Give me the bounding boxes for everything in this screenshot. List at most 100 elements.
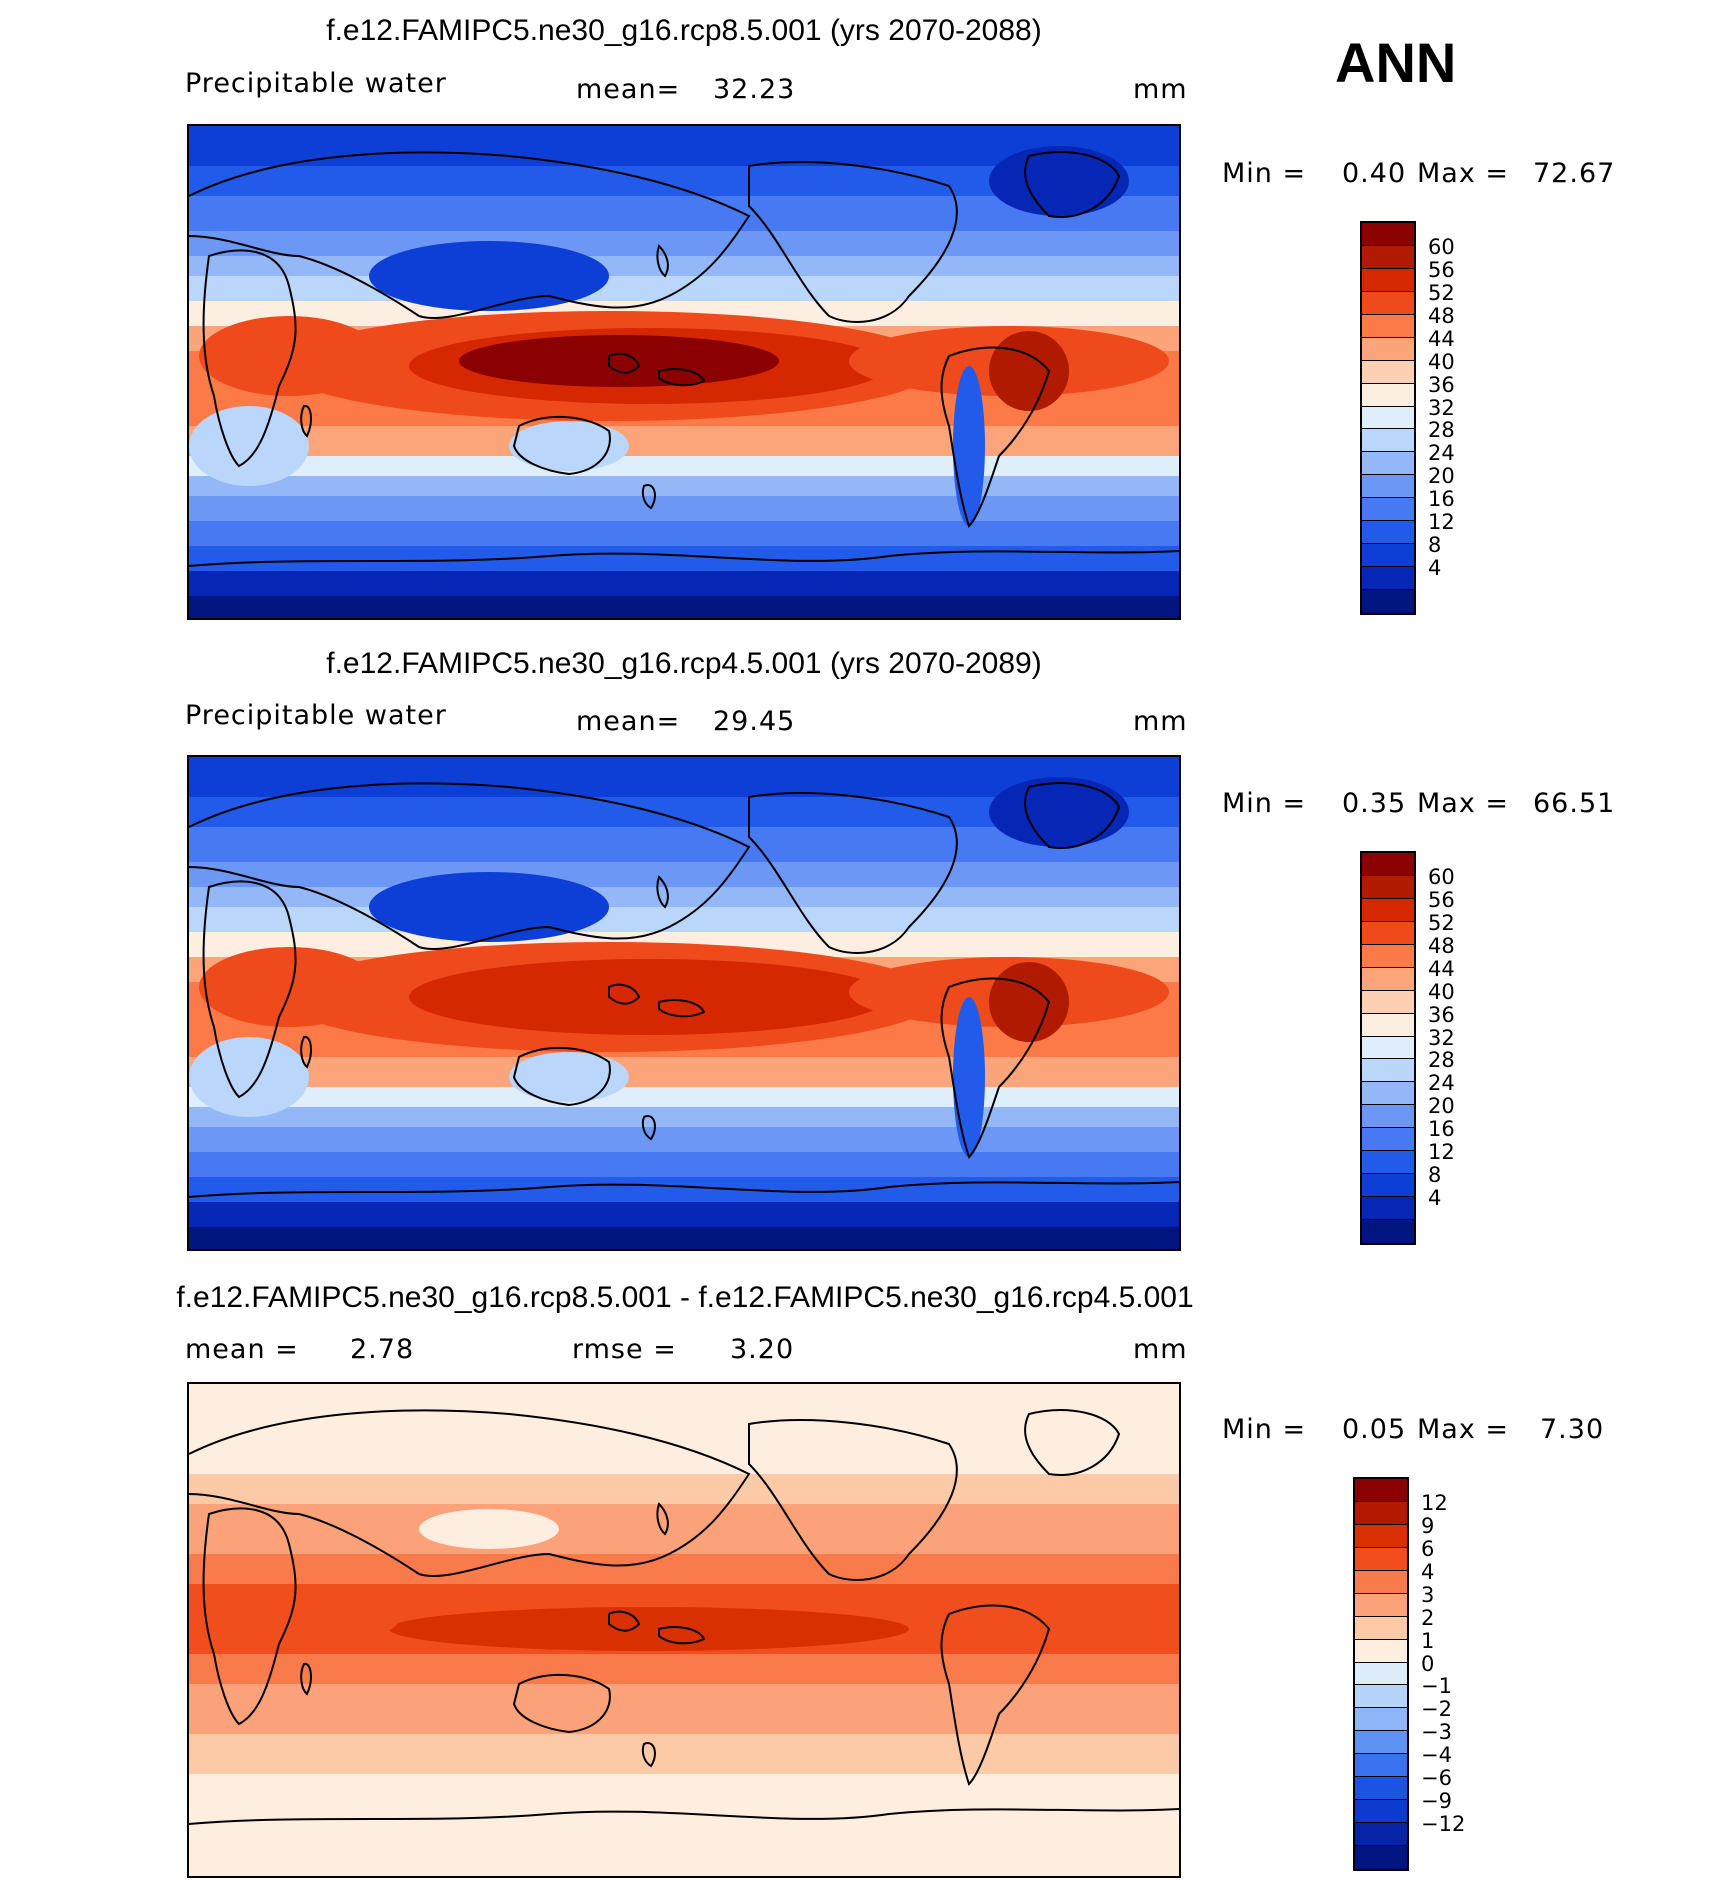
map-band [189, 1127, 1179, 1152]
coastline [300, 1662, 312, 1696]
map-band [189, 1177, 1179, 1202]
panel-2-max-label: Max = [1417, 788, 1510, 819]
coastline [940, 1604, 1051, 1786]
map-asia-light [419, 1509, 559, 1549]
colorbar-tick-label: 56 [1428, 887, 1455, 912]
colorbar-tick-label: 32 [1428, 1025, 1455, 1050]
map-band [189, 496, 1179, 521]
map-band [189, 1734, 1179, 1774]
colorbar-tick-label: 8 [1428, 533, 1442, 558]
coastline [940, 346, 1051, 528]
colorbar-swatch [1362, 544, 1414, 568]
colorbar-swatch [1355, 1593, 1407, 1617]
map-band [189, 571, 1179, 596]
coastline [512, 1046, 611, 1107]
panel-3-max-value: 7.30 [1540, 1414, 1605, 1445]
panel-2-units: mm [1133, 706, 1188, 737]
colorbar-swatch [1355, 1547, 1407, 1571]
colorbar-swatch [1355, 1685, 1407, 1709]
colorbar-tick-label: 12 [1421, 1490, 1448, 1515]
colorbar-tick-label: 56 [1428, 257, 1455, 282]
coastline [189, 782, 751, 950]
colorbar-swatch [1362, 268, 1414, 292]
colorbar-swatch [1355, 1823, 1407, 1846]
colorbar-tick-label: 16 [1428, 1117, 1455, 1142]
map-andes-dry [953, 366, 985, 526]
panel-2-max-value: 66.51 [1533, 788, 1616, 819]
colorbar-tick-label: 8 [1428, 1163, 1442, 1188]
panel-2-stat-value: 29.45 [713, 706, 796, 737]
coastline [641, 484, 656, 510]
colorbar-swatch [1362, 1197, 1414, 1220]
colorbar-swatch [1362, 498, 1414, 522]
coastline [656, 1502, 669, 1536]
colorbar-tick-label: −2 [1421, 1697, 1452, 1722]
panel-2-stat-label: mean= [576, 706, 681, 737]
map-band [189, 1202, 1179, 1227]
panel-1-units: mm [1133, 74, 1188, 105]
panel-3-stat-label: rmse = [572, 1334, 677, 1365]
colorbar-swatch [1362, 967, 1414, 991]
colorbar-swatch [1355, 1846, 1407, 1869]
map-band [189, 1654, 1179, 1684]
colorbar-swatch [1362, 1059, 1414, 1083]
colorbar-tick-label: 52 [1428, 910, 1455, 935]
coastline [202, 880, 297, 1099]
colorbar-tick-label: −3 [1421, 1720, 1452, 1745]
coastline [608, 1610, 641, 1632]
map-band [189, 521, 1179, 546]
coastline [202, 1507, 297, 1726]
map-band [189, 1227, 1179, 1249]
colorbar-swatch [1362, 291, 1414, 315]
colorbar-tick-label: −4 [1421, 1743, 1452, 1768]
colorbar-tick-label: 12 [1428, 1140, 1455, 1165]
coastline [658, 368, 706, 387]
map-warm-pool-core [459, 335, 779, 387]
map-band [189, 256, 1179, 276]
map-band [189, 1057, 1179, 1087]
colorbar-tick-label: −6 [1421, 1766, 1452, 1791]
coastline [512, 1673, 611, 1734]
colorbar-tick-label: 12 [1428, 510, 1455, 535]
panel-3-min-value: 0.05 [1342, 1414, 1407, 1445]
colorbar-swatch [1362, 921, 1414, 945]
colorbar-swatch [1362, 245, 1414, 269]
coastline [300, 1035, 312, 1069]
colorbar-tick-label: 48 [1428, 933, 1455, 958]
colorbar-swatch [1355, 1479, 1407, 1502]
panel-1-variable: Precipitable water [185, 68, 447, 99]
panel-2-title: f.e12.FAMIPC5.ne30_g16.rcp4.5.001 (yrs 2… [326, 647, 1042, 680]
colorbar-swatch [1355, 1639, 1407, 1663]
coastline [748, 1419, 958, 1581]
map-band [189, 546, 1179, 571]
coastline [656, 244, 669, 278]
colorbar-tick-label: 1 [1421, 1628, 1435, 1653]
colorbar-swatch [1362, 990, 1414, 1014]
map-band [189, 456, 1179, 476]
panel-3-map [187, 1382, 1181, 1878]
colorbar-swatch [1355, 1731, 1407, 1755]
panel-3-mean-label: mean = [185, 1334, 299, 1365]
map-australia [509, 1052, 629, 1102]
colorbar-tick-label: 4 [1421, 1559, 1435, 1584]
colorbar-tick-label: 48 [1428, 303, 1455, 328]
map-band [189, 231, 1179, 256]
map-band [189, 1554, 1179, 1584]
coastline [641, 1115, 656, 1141]
map-africa-band [219, 1594, 399, 1644]
colorbar-swatch [1362, 337, 1414, 361]
colorbar-tick-label: 4 [1428, 556, 1442, 581]
colorbar-tick-label: 28 [1428, 418, 1455, 443]
panel-2-min-label: Min = [1222, 788, 1307, 819]
coastline [641, 1742, 656, 1768]
colorbar-swatch [1362, 314, 1414, 338]
colorbar-tick-label: 24 [1428, 441, 1455, 466]
panel-1-max-value: 72.67 [1533, 158, 1616, 189]
map-warm-pool [409, 959, 889, 1035]
colorbar-swatch [1362, 1082, 1414, 1106]
colorbar-tick-label: 20 [1428, 464, 1455, 489]
map-band [189, 1774, 1179, 1876]
colorbar-tick-label: 28 [1428, 1048, 1455, 1073]
colorbar-swatch [1355, 1708, 1407, 1732]
panel-1-stat-value: 32.23 [713, 74, 796, 105]
